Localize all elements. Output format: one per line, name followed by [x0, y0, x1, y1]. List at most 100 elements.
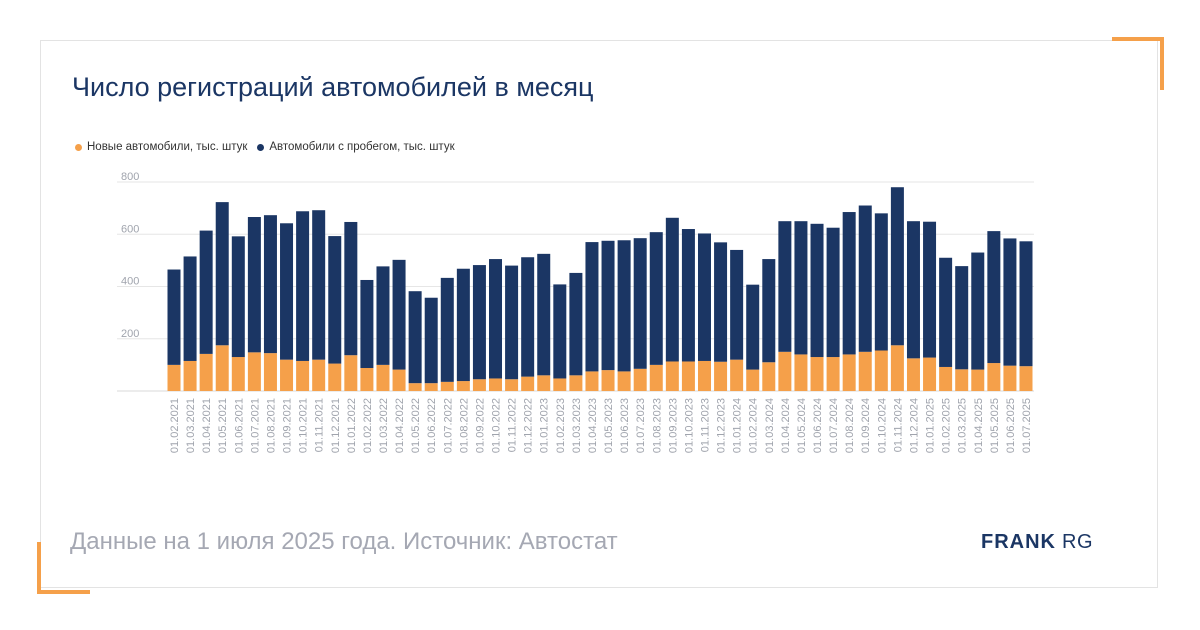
- bar-new-01.08.2023: [649, 364, 663, 391]
- bar-used-01.11.2023: [697, 233, 711, 361]
- x-tick-label-01.02.2025: 01.02.2025: [941, 398, 953, 453]
- bar-new-01.11.2022: [505, 379, 519, 391]
- x-tick-label-01.04.2021: 01.04.2021: [201, 398, 213, 453]
- x-tick-label-01.07.2022: 01.07.2022: [442, 398, 454, 453]
- x-tick-label-01.05.2025: 01.05.2025: [989, 398, 1001, 453]
- bar-new-01.11.2024: [890, 345, 904, 391]
- bar-new-01.06.2024: [810, 357, 824, 391]
- bar-new-01.03.2025: [955, 369, 969, 391]
- bar-used-01.02.2022: [360, 279, 374, 369]
- x-tick-label-01.12.2022: 01.12.2022: [523, 398, 535, 453]
- bar-used-01.06.2023: [617, 240, 631, 372]
- x-tick-label-01.01.2022: 01.01.2022: [346, 398, 358, 453]
- bar-new-01.01.2024: [730, 359, 744, 391]
- legend-label-used: Автомобили с пробегом, тыс. штук: [269, 141, 455, 153]
- bar-new-01.01.2023: [537, 375, 551, 391]
- y-tick-label-800: 800: [121, 171, 139, 183]
- x-tick-label-01.10.2021: 01.10.2021: [298, 398, 310, 453]
- bar-used-01.11.2024: [890, 187, 904, 346]
- bar-used-01.06.2022: [424, 297, 438, 384]
- bar-used-01.03.2022: [376, 266, 390, 365]
- bar-used-01.08.2023: [649, 232, 663, 365]
- x-tick-label-01.06.2024: 01.06.2024: [812, 398, 824, 453]
- x-tick-label-01.08.2021: 01.08.2021: [265, 398, 277, 453]
- bar-new-01.12.2023: [714, 361, 728, 391]
- bar-used-01.12.2021: [328, 236, 342, 364]
- bar-new-01.07.2022: [440, 381, 454, 391]
- bar-new-01.05.2022: [408, 383, 422, 391]
- x-tick-label-01.02.2024: 01.02.2024: [748, 398, 760, 453]
- bar-used-01.06.2025: [1003, 238, 1017, 366]
- bar-new-01.07.2025: [1019, 366, 1033, 391]
- x-tick-label-01.10.2022: 01.10.2022: [491, 398, 503, 453]
- bar-used-01.02.2021: [167, 269, 181, 365]
- bar-used-01.02.2025: [939, 257, 953, 367]
- source-note: Данные на 1 июля 2025 года. Источник: Ав…: [70, 528, 618, 555]
- x-tick-label-01.03.2022: 01.03.2022: [378, 398, 390, 453]
- bar-used-01.05.2022: [408, 291, 422, 384]
- bar-used-01.07.2024: [826, 227, 840, 358]
- bar-new-01.01.2022: [344, 355, 358, 391]
- x-tick-label-01.09.2021: 01.09.2021: [282, 398, 294, 453]
- x-tick-label-01.02.2021: 01.02.2021: [169, 398, 181, 453]
- bar-used-01.07.2021: [247, 217, 261, 353]
- x-tick-label-01.01.2025: 01.01.2025: [925, 398, 937, 453]
- bar-used-01.04.2025: [971, 252, 985, 370]
- bar-used-01.12.2023: [714, 242, 728, 362]
- bar-new-01.10.2023: [681, 361, 695, 391]
- bar-new-01.05.2024: [794, 354, 808, 391]
- bar-new-01.12.2021: [328, 363, 342, 391]
- bar-new-01.11.2023: [697, 360, 711, 391]
- bar-new-01.10.2021: [296, 360, 310, 391]
- x-tick-label-01.10.2024: 01.10.2024: [876, 398, 888, 453]
- bar-new-01.04.2023: [585, 371, 599, 391]
- bar-new-01.10.2022: [489, 378, 503, 391]
- x-tick-label-01.01.2024: 01.01.2024: [732, 398, 744, 453]
- bar-used-01.06.2021: [231, 236, 245, 358]
- bar-used-01.09.2023: [665, 217, 679, 362]
- bar-new-01.09.2021: [280, 359, 294, 391]
- bar-new-01.04.2025: [971, 369, 985, 391]
- x-tick-label-01.03.2023: 01.03.2023: [571, 398, 583, 453]
- bar-new-01.07.2021: [247, 352, 261, 391]
- bar-used-01.10.2023: [681, 229, 695, 362]
- bar-new-01.07.2024: [826, 357, 840, 391]
- x-tick-label-01.06.2025: 01.06.2025: [1005, 398, 1017, 453]
- bar-new-01.05.2021: [215, 345, 229, 391]
- x-tick-label-01.07.2023: 01.07.2023: [635, 398, 647, 453]
- bar-used-01.09.2024: [858, 205, 872, 352]
- legend-item-used: Автомобили с пробегом, тыс. штук: [257, 141, 455, 153]
- x-tick-label-01.04.2025: 01.04.2025: [973, 398, 985, 453]
- bar-used-01.11.2022: [505, 265, 519, 380]
- x-tick-label-01.09.2022: 01.09.2022: [474, 398, 486, 453]
- bar-new-01.06.2022: [424, 383, 438, 391]
- bar-new-01.11.2021: [312, 359, 326, 391]
- x-tick-label-01.03.2021: 01.03.2021: [185, 398, 197, 453]
- x-tick-label-01.06.2023: 01.06.2023: [619, 398, 631, 453]
- x-tick-label-01.12.2023: 01.12.2023: [716, 398, 728, 453]
- bar-used-01.10.2022: [489, 259, 503, 379]
- bar-used-01.04.2022: [392, 259, 406, 370]
- bar-used-01.07.2023: [633, 238, 647, 369]
- bar-new-01.02.2024: [746, 369, 760, 391]
- x-tick-label-01.09.2024: 01.09.2024: [860, 398, 872, 453]
- bar-new-01.02.2021: [167, 364, 181, 391]
- bar-new-01.09.2023: [665, 361, 679, 391]
- bar-used-01.03.2023: [569, 272, 583, 376]
- bar-new-01.04.2021: [199, 353, 213, 391]
- corner-accent-top-right: [1112, 37, 1164, 90]
- x-tick-label-01.11.2021: 01.11.2021: [314, 398, 326, 452]
- x-tick-label-01.05.2023: 01.05.2023: [603, 398, 615, 453]
- x-tick-label-01.11.2023: 01.11.2023: [699, 398, 711, 452]
- x-tick-label-01.04.2024: 01.04.2024: [780, 398, 792, 453]
- x-tick-label-01.02.2022: 01.02.2022: [362, 398, 374, 453]
- bar-used-01.06.2024: [810, 223, 824, 358]
- x-tick-label-01.06.2022: 01.06.2022: [426, 398, 438, 453]
- bar-new-01.06.2023: [617, 371, 631, 391]
- bar-new-01.04.2022: [392, 369, 406, 391]
- bar-new-01.03.2023: [569, 375, 583, 391]
- bar-used-01.12.2024: [906, 221, 920, 359]
- bar-new-01.10.2024: [874, 350, 888, 391]
- bar-used-01.07.2022: [440, 277, 454, 382]
- bar-new-01.09.2022: [472, 379, 486, 391]
